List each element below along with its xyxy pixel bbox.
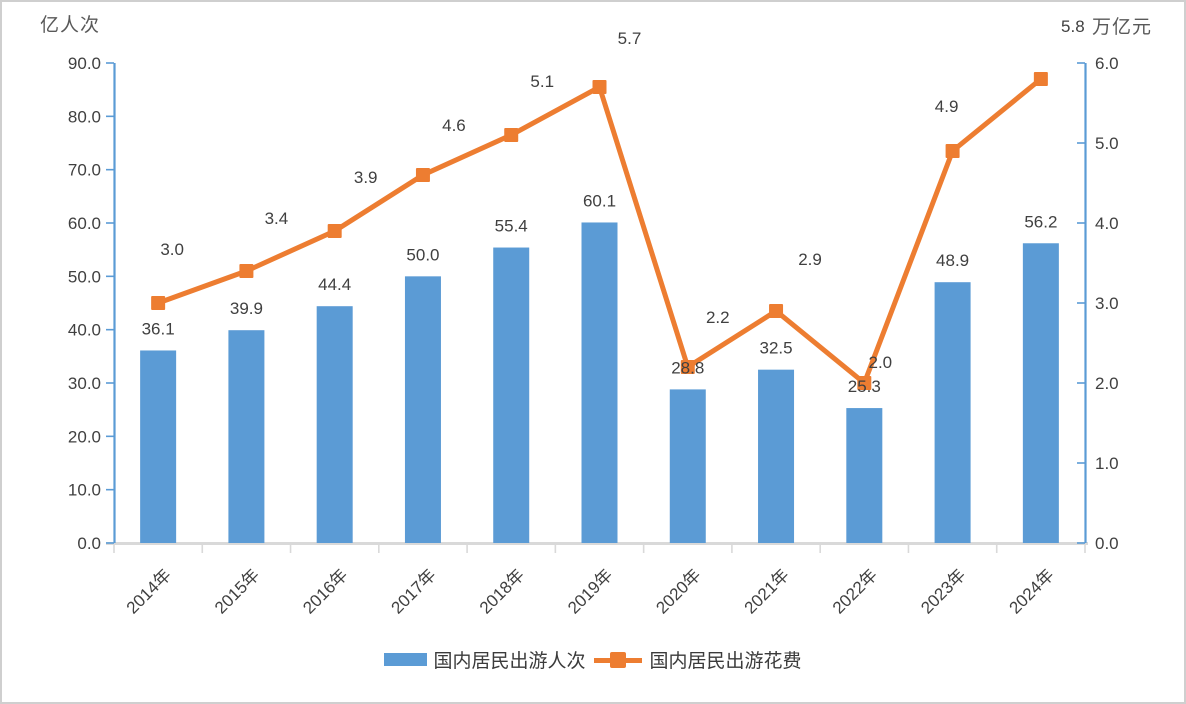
line-marker-2021年 bbox=[769, 304, 784, 318]
line-marker-2024年 bbox=[1033, 72, 1048, 86]
bar-value-label: 32.5 bbox=[759, 339, 792, 358]
line-value-label: 5.8 bbox=[1061, 17, 1085, 36]
line-marker-2023年 bbox=[945, 144, 960, 158]
x-axis-category-label: 2016年 bbox=[299, 565, 351, 617]
bar-value-label: 39.9 bbox=[230, 299, 263, 318]
right-axis-tick-label: 2.0 bbox=[1095, 374, 1119, 393]
left-axis-tick-label: 30.0 bbox=[68, 374, 101, 393]
line-value-label: 5.7 bbox=[618, 29, 642, 48]
bar-value-label: 28.8 bbox=[671, 358, 704, 377]
bar-value-label: 44.4 bbox=[318, 275, 351, 294]
bar-value-label: 48.9 bbox=[936, 251, 969, 270]
line-value-label: 4.6 bbox=[442, 116, 466, 135]
bar-value-label: 25.3 bbox=[848, 377, 881, 396]
legend-bar-series-label: 国内居民出游人次 bbox=[433, 651, 586, 672]
line-value-label: 4.9 bbox=[935, 97, 959, 116]
right-axis-tick-label: 4.0 bbox=[1095, 214, 1119, 233]
bar-2015年 bbox=[228, 330, 265, 543]
bar-2023年 bbox=[934, 282, 971, 543]
left-axis-tick-label: 90.0 bbox=[68, 54, 101, 73]
line-marker-2020年 bbox=[680, 360, 695, 374]
left-axis-tick-label: 40.0 bbox=[68, 321, 101, 340]
x-axis-category-label: 2014年 bbox=[123, 565, 175, 617]
legend-line-marker bbox=[609, 651, 626, 668]
left-axis-tick-label: 10.0 bbox=[68, 481, 101, 500]
x-axis-category-label: 2022年 bbox=[829, 565, 881, 617]
line-marker-2022年 bbox=[857, 376, 872, 390]
bar-2017年 bbox=[404, 276, 441, 543]
legend-bar-swatch bbox=[384, 653, 428, 666]
x-axis-category-label: 2017年 bbox=[388, 565, 440, 617]
right-axis-title: 万亿元 bbox=[1091, 17, 1152, 38]
right-axis-tick-label: 1.0 bbox=[1095, 454, 1119, 473]
right-axis-tick-label: 6.0 bbox=[1095, 54, 1119, 73]
left-axis-tick-label: 70.0 bbox=[68, 161, 101, 180]
x-axis-category-label: 2015年 bbox=[211, 565, 263, 617]
x-axis-category-label: 2024年 bbox=[1005, 565, 1057, 617]
chart-legend: 国内居民出游人次 国内居民出游花费 bbox=[2, 646, 1184, 673]
x-axis-category-label: 2018年 bbox=[476, 565, 528, 617]
left-axis-tick-label: 20.0 bbox=[68, 427, 101, 446]
x-axis-category-label: 2019年 bbox=[564, 565, 616, 617]
bar-2018年 bbox=[493, 247, 530, 544]
bar-value-label: 56.2 bbox=[1024, 212, 1057, 231]
bar-2016年 bbox=[316, 306, 353, 543]
x-axis-category-label: 2020年 bbox=[652, 565, 704, 617]
line-value-label: 2.2 bbox=[706, 308, 730, 327]
right-axis-tick-label: 0.0 bbox=[1095, 534, 1119, 553]
x-axis-category-label: 2023年 bbox=[917, 565, 969, 617]
x-axis-category-label: 2021年 bbox=[741, 565, 793, 617]
bar-2020年 bbox=[669, 389, 706, 543]
bar-2014年 bbox=[140, 350, 177, 543]
bar-2022年 bbox=[846, 408, 883, 543]
right-axis-tick-label: 3.0 bbox=[1095, 294, 1119, 313]
line-marker-2017年 bbox=[415, 168, 430, 182]
line-value-label: 3.4 bbox=[265, 209, 289, 228]
left-axis-tick-label: 80.0 bbox=[68, 107, 101, 126]
line-marker-2014年 bbox=[151, 296, 166, 310]
bar-value-label: 50.0 bbox=[406, 245, 439, 264]
bar-2021年 bbox=[758, 369, 795, 543]
line-value-label: 3.0 bbox=[160, 240, 184, 259]
line-marker-2016年 bbox=[327, 224, 342, 238]
line-value-label: 2.9 bbox=[798, 250, 822, 269]
left-axis-tick-label: 50.0 bbox=[68, 267, 101, 286]
line-value-label: 2.0 bbox=[868, 353, 892, 372]
line-marker-2019年 bbox=[592, 80, 607, 94]
bar-value-label: 55.4 bbox=[495, 217, 528, 236]
line-value-label: 5.1 bbox=[530, 72, 554, 91]
legend-line-series-label: 国内居民出游花费 bbox=[649, 651, 802, 672]
right-axis-tick-label: 5.0 bbox=[1095, 134, 1119, 153]
bar-2019年 bbox=[581, 222, 618, 543]
line-marker-2018年 bbox=[504, 128, 519, 142]
left-axis-title: 亿人次 bbox=[40, 15, 101, 36]
bar-2024年 bbox=[1022, 243, 1059, 543]
line-value-label: 3.9 bbox=[354, 168, 378, 187]
left-axis-tick-label: 0.0 bbox=[77, 534, 101, 553]
line-marker-2015年 bbox=[239, 264, 254, 278]
bar-value-label: 60.1 bbox=[583, 191, 616, 210]
left-axis-tick-label: 60.0 bbox=[68, 214, 101, 233]
legend-line-swatch bbox=[593, 651, 642, 669]
bar-value-label: 36.1 bbox=[142, 319, 175, 338]
